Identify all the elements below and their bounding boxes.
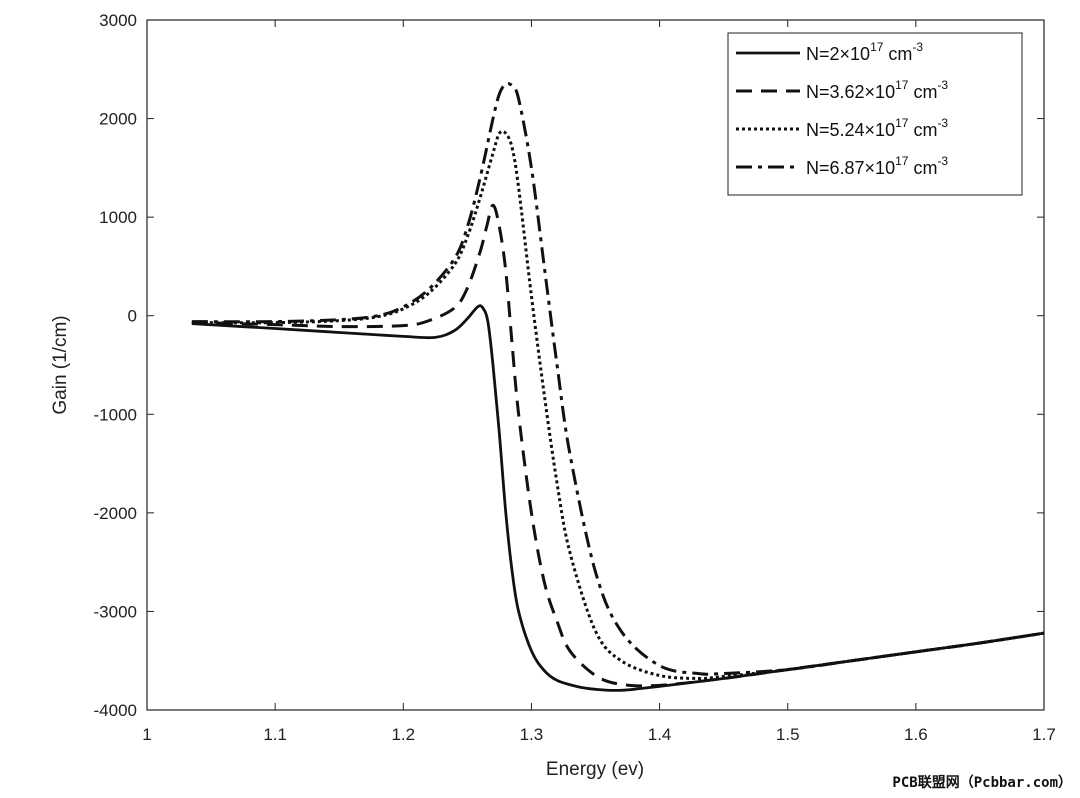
legend-label-base: N=6.87×10 — [806, 158, 895, 178]
y-tick-label: -3000 — [94, 602, 137, 621]
y-tick-label: 0 — [128, 307, 137, 326]
y-tick-label: -4000 — [94, 701, 137, 720]
legend-label-unit: cm — [908, 158, 937, 178]
x-tick-label: 1.2 — [391, 725, 415, 744]
y-axis-label: Gain (1/cm) — [50, 315, 71, 414]
x-tick-label: 1.6 — [904, 725, 928, 744]
y-axis-ticks: 3000 2000 1000 0 -1000 -2000 -3000 -4000 — [94, 11, 1044, 720]
x-tick-label: 1.1 — [263, 725, 287, 744]
watermark-text: PCB联盟网（Pcbbar.com） — [892, 775, 1072, 791]
legend-label-3: N=5.24×1017 cm-3 — [806, 116, 948, 140]
y-tick-label: -2000 — [94, 504, 137, 523]
legend-label-unit-exponent: -3 — [937, 116, 948, 130]
x-tick-label: 1.7 — [1032, 725, 1056, 744]
legend: N=2×1017 cm-3N=3.62×1017 cm-3N=5.24×1017… — [727, 32, 1023, 196]
legend-label-base: N=2×10 — [806, 44, 870, 64]
x-tick-label: 1.4 — [648, 725, 672, 744]
series-line-4 — [191, 81, 1045, 676]
legend-label-unit: cm — [908, 120, 937, 140]
legend-label-1: N=2×1017 cm-3 — [806, 40, 923, 64]
x-axis-label: Energy (ev) — [546, 759, 644, 780]
legend-label-exponent: 17 — [895, 78, 909, 92]
legend-label-exponent: 17 — [895, 154, 909, 168]
y-tick-label: -1000 — [94, 405, 137, 424]
y-tick-label: 2000 — [99, 110, 137, 129]
legend-label-unit-exponent: -3 — [937, 154, 948, 168]
legend-label-exponent: 17 — [870, 40, 884, 54]
x-tick-label: 1 — [142, 725, 151, 744]
x-axis-ticks: 1 1.1 1.2 1.3 1.4 1.5 1.6 1.7 — [142, 20, 1056, 744]
legend-label-base: N=3.62×10 — [806, 82, 895, 102]
legend-label-unit-exponent: -3 — [937, 78, 948, 92]
legend-label-base: N=5.24×10 — [806, 120, 895, 140]
legend-label-2: N=3.62×1017 cm-3 — [806, 78, 948, 102]
series-layer — [191, 81, 1045, 692]
series-line-1 — [191, 304, 1045, 692]
legend-label-4: N=6.87×1017 cm-3 — [806, 154, 948, 178]
legend-label-unit-exponent: -3 — [912, 40, 923, 54]
y-tick-label: 1000 — [99, 208, 137, 227]
x-tick-label: 1.5 — [776, 725, 800, 744]
legend-label-exponent: 17 — [895, 116, 909, 130]
legend-label-unit: cm — [908, 82, 937, 102]
y-tick-label: 3000 — [99, 11, 137, 30]
legend-label-unit: cm — [883, 44, 912, 64]
x-tick-label: 1.3 — [520, 725, 544, 744]
